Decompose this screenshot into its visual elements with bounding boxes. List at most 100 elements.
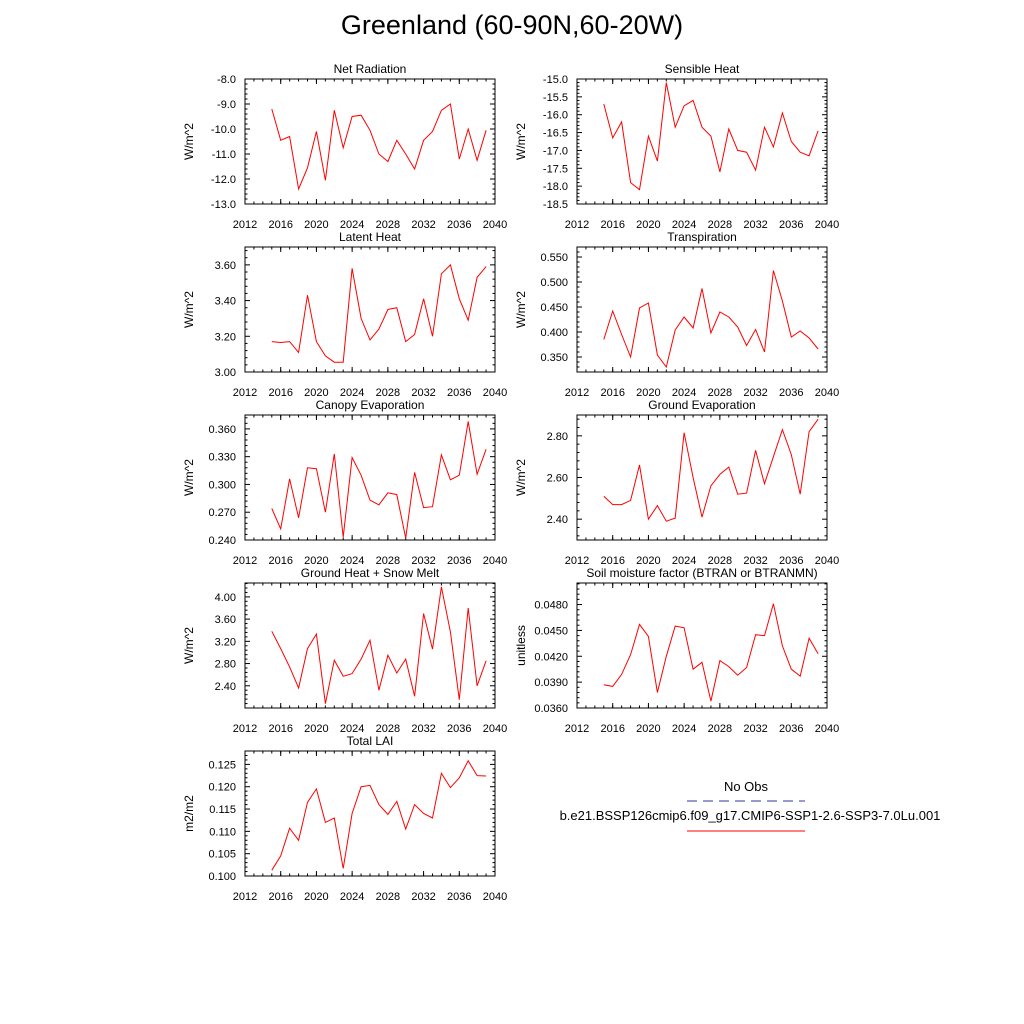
x-tick-label: 2036 [779, 723, 803, 735]
y-axis-label: W/m^2 [514, 123, 528, 160]
series-line [603, 82, 819, 191]
series-line [603, 603, 819, 702]
x-tick-label: 2032 [411, 387, 435, 399]
x-tick-label: 2028 [376, 891, 400, 903]
x-tick-label: 2024 [340, 219, 364, 231]
x-tick-label: 2040 [483, 219, 507, 231]
x-tick-label: 2036 [447, 387, 471, 399]
x-tick-label: 2012 [565, 555, 589, 567]
y-tick-label: 3.00 [215, 367, 236, 379]
x-tick-label: 2036 [779, 387, 803, 399]
y-tick-label: 0.105 [208, 849, 236, 861]
x-tick-label: 2024 [340, 555, 364, 567]
x-tick-label: 2040 [815, 555, 839, 567]
plot-frame [244, 78, 496, 205]
plot-frame [244, 750, 496, 877]
panel-title: Transpiration [667, 230, 737, 244]
x-tick-label: 2028 [376, 555, 400, 567]
x-tick-label: 2036 [447, 219, 471, 231]
y-tick-label: 0.300 [208, 479, 236, 491]
plot-frame [576, 246, 828, 373]
x-tick-label: 2036 [447, 891, 471, 903]
series-line [603, 418, 819, 522]
chart-panel-3: Latent Heat W/m^2 2012 2016 2020 2024 2028 2032… [182, 230, 507, 399]
x-tick-label: 2016 [600, 723, 624, 735]
y-tick-label: 3.60 [215, 260, 236, 272]
x-tick-label: 2024 [672, 219, 696, 231]
series-line [271, 103, 487, 191]
x-tick-label: 2032 [411, 219, 435, 231]
x-tick-label: 2036 [779, 555, 803, 567]
plot-frame [244, 246, 496, 373]
chart-panel-2: Sensible Heat W/m^2 2012 2016 2020 2024 2028 20… [514, 62, 839, 231]
y-tick-label: 0.360 [208, 424, 236, 436]
x-tick-label: 2012 [233, 387, 257, 399]
x-tick-label: 2024 [672, 723, 696, 735]
plot-frame [576, 582, 828, 709]
y-tick-label: 0.0360 [534, 703, 568, 715]
x-tick-label: 2012 [565, 387, 589, 399]
y-tick-label: 0.240 [208, 535, 236, 547]
panel-title: Latent Heat [339, 230, 402, 244]
x-tick-label: 2012 [233, 891, 257, 903]
x-tick-label: 2040 [815, 723, 839, 735]
page-title: Greenland (60-90N,60-20W) [340, 10, 684, 40]
x-tick-label: 2012 [233, 555, 257, 567]
x-tick-label: 2016 [268, 723, 292, 735]
y-tick-label: 0.270 [208, 507, 236, 519]
y-tick-label: -18.0 [543, 181, 568, 193]
y-tick-label: 0.0390 [534, 677, 568, 689]
x-tick-label: 2024 [340, 723, 364, 735]
y-tick-label: 2.40 [215, 681, 236, 693]
y-tick-label: 0.115 [209, 804, 236, 816]
y-tick-label: 3.40 [215, 296, 236, 308]
x-tick-label: 2036 [779, 219, 803, 231]
x-tick-label: 2012 [565, 219, 589, 231]
y-tick-label: -18.5 [543, 199, 568, 211]
y-tick-label: -11.0 [212, 149, 236, 161]
y-tick-label: -13.0 [211, 199, 236, 211]
x-tick-label: 2020 [304, 219, 328, 231]
legend-obs-label: No Obs [723, 779, 769, 794]
x-tick-label: 2020 [304, 891, 328, 903]
panel-title: Sensible Heat [665, 62, 740, 76]
x-tick-label: 2032 [743, 219, 767, 231]
y-tick-label: 3.20 [215, 636, 236, 648]
y-axis-label: W/m^2 [514, 291, 528, 328]
x-tick-label: 2020 [304, 555, 328, 567]
x-tick-label: 2032 [743, 555, 767, 567]
x-tick-label: 2024 [340, 387, 364, 399]
panel-title: Soil moisture factor (BTRAN or BTRANMN) [586, 566, 817, 580]
series-line [271, 421, 487, 539]
x-tick-label: 2012 [233, 723, 257, 735]
y-tick-label: 3.20 [215, 331, 236, 343]
x-tick-label: 2016 [268, 387, 292, 399]
chart-panel-8: Soil moisture factor (BTRAN or BTRANMN) u… [514, 566, 839, 735]
y-tick-label: -9.0 [217, 99, 236, 111]
x-tick-label: 2020 [304, 723, 328, 735]
series-line [271, 263, 487, 363]
x-tick-label: 2028 [708, 723, 732, 735]
y-tick-label: 0.0420 [534, 651, 568, 663]
x-tick-label: 2032 [411, 723, 435, 735]
y-tick-label: 2.40 [547, 514, 568, 526]
x-tick-label: 2012 [233, 219, 257, 231]
y-tick-label: 0.450 [540, 302, 568, 314]
x-tick-label: 2028 [376, 723, 400, 735]
y-tick-label: 0.0480 [534, 600, 568, 612]
plot-frame [576, 414, 828, 541]
y-tick-label: 0.110 [209, 826, 236, 838]
panel-title: Ground Evaporation [648, 398, 755, 412]
x-tick-label: 2016 [600, 555, 624, 567]
x-tick-label: 2040 [483, 387, 507, 399]
x-tick-label: 2024 [340, 891, 364, 903]
y-tick-label: 2.60 [547, 473, 568, 485]
y-axis-label: W/m^2 [514, 459, 528, 496]
y-tick-label: -16.0 [543, 110, 568, 122]
x-tick-label: 2024 [672, 555, 696, 567]
chart-panel-7: Ground Heat + Snow Melt W/m^2 2012 2016 2020… [182, 566, 507, 735]
y-axis-label: unitless [514, 625, 528, 666]
x-tick-label: 2016 [268, 555, 292, 567]
x-tick-label: 2036 [447, 723, 471, 735]
